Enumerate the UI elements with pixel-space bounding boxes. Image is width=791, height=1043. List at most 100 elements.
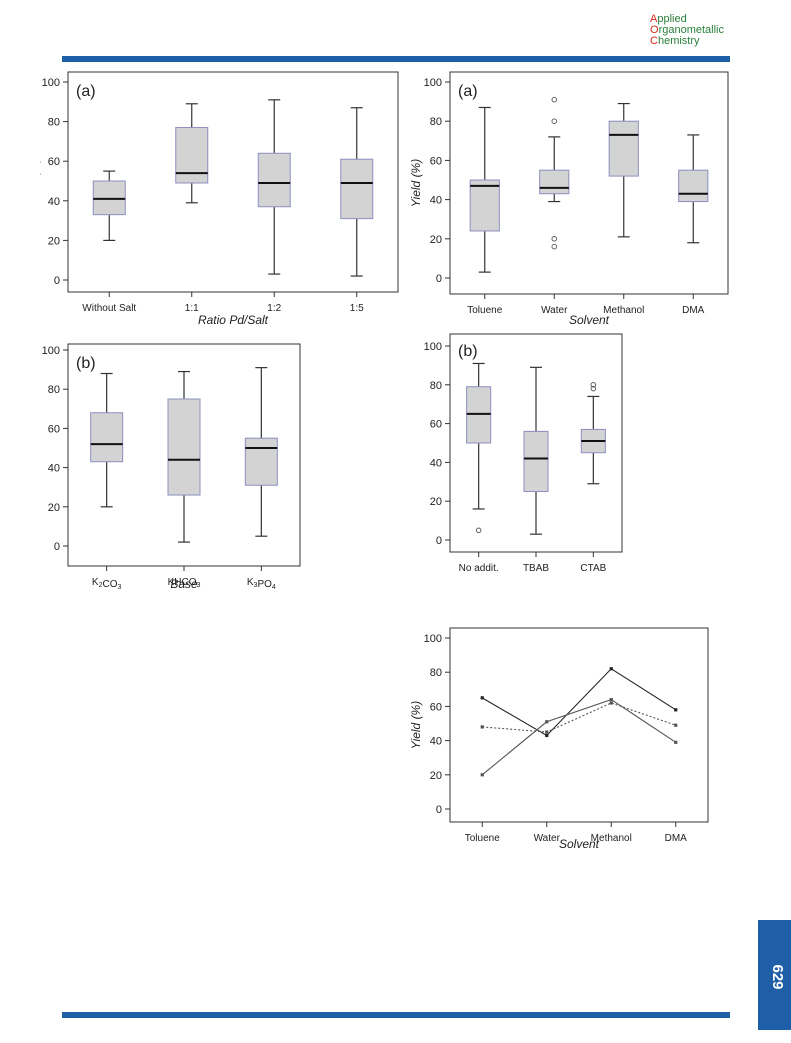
box-iqr: [167, 398, 201, 496]
page-number-tab: [758, 920, 791, 1030]
series-point: [480, 773, 484, 777]
chart-solvent-boxplot: 0 20 40 60 80 100 Yield (%) (a) Toluene Water Meth…: [409, 71, 729, 327]
y-tick-label: 0: [436, 535, 442, 547]
plot-frame: [449, 71, 729, 295]
x-axis-label: Base: [170, 577, 198, 591]
series-point: [609, 667, 613, 671]
x-tick-label: Toluene: [465, 833, 500, 844]
y-tick-label: 60: [430, 701, 442, 713]
box-1: [523, 366, 549, 535]
journal-logo: Applied Organometallic Chemistry: [650, 13, 724, 47]
x-tick-label: 1:5: [350, 303, 364, 314]
y-tick-label: 0: [436, 804, 442, 816]
series-point: [674, 708, 678, 712]
box-1: [175, 103, 209, 204]
x-tick-label: DMA: [665, 833, 688, 844]
y-axis-label: Yield (%): [409, 159, 423, 207]
y-tick-label: 40: [430, 457, 442, 469]
x-axis-label: Solvent: [559, 837, 600, 851]
y-tick-label: 20: [48, 502, 60, 514]
series-point: [674, 740, 678, 744]
outlier-point: [551, 96, 557, 103]
box-1: [167, 370, 201, 543]
panel-label: (a): [76, 83, 96, 100]
x-tick-label: Methanol: [603, 305, 644, 316]
chart-ratio-boxplot: 0 20 40 60 80 100 Yield (%) (a) Without Salt 1:1 1…: [40, 71, 399, 327]
series-line-0: [481, 668, 677, 737]
y-tick-label: 40: [430, 736, 442, 748]
y-tick-label: 60: [430, 155, 442, 167]
box-2: [580, 382, 606, 485]
y-tick-label: 40: [430, 195, 442, 207]
outlier-point: [551, 118, 557, 124]
box-2: [257, 99, 291, 275]
y-tick-label: 100: [424, 341, 442, 353]
x-tick-label: 1:2: [267, 303, 281, 314]
box-2: [244, 367, 278, 537]
box-iqr: [90, 412, 124, 463]
x-axis-label: Ratio Pd/Salt: [198, 313, 269, 327]
x-tick-label: TBAB: [523, 563, 549, 574]
series-point: [480, 725, 484, 729]
chart-additive-boxplot: 0 20 40 60 80 100 (b) No addit. TBAB CTAB: [424, 333, 623, 574]
box-iqr: [257, 152, 291, 208]
box-1: [539, 96, 570, 250]
box-0: [92, 170, 126, 241]
box-iqr: [523, 430, 549, 492]
x-tick-label: KHCO3: [168, 577, 201, 589]
x-tick-label: DMA: [682, 305, 705, 316]
box-0: [466, 362, 492, 534]
box-3: [340, 107, 374, 277]
series-point: [609, 697, 613, 702]
y-tick-label: 20: [430, 770, 442, 782]
box-iqr: [175, 127, 209, 184]
box-0: [90, 372, 124, 508]
footer-rule: [62, 1012, 730, 1018]
series-line-1: [481, 698, 677, 776]
y-tick-label: 60: [430, 419, 442, 431]
outlier-point: [590, 382, 597, 388]
y-tick-label: 80: [430, 667, 442, 679]
y-tick-label: 80: [430, 380, 442, 392]
series-point: [674, 723, 678, 727]
y-tick-label: 60: [48, 156, 60, 168]
plot-frame: [449, 627, 709, 823]
x-tick-label: 1:1: [185, 303, 199, 314]
series-point: [545, 720, 549, 724]
y-axis-label: Yield (%): [40, 158, 41, 206]
y-tick-label: 0: [54, 275, 60, 287]
x-tick-label: CTAB: [580, 563, 606, 574]
outlier-point: [475, 527, 482, 534]
series-point: [545, 730, 549, 734]
y-tick-label: 100: [424, 633, 442, 645]
header-rule: [62, 56, 730, 62]
panel-label: (b): [458, 343, 478, 360]
y-tick-label: 80: [48, 117, 60, 129]
x-tick-label: Water: [541, 305, 568, 316]
page-number: 629: [769, 964, 786, 990]
y-axis-label: Yield (%): [409, 701, 423, 749]
x-tick-label: Water: [534, 833, 561, 844]
y-tick-label: 0: [54, 541, 60, 553]
y-tick-label: 100: [42, 77, 60, 89]
series-point: [545, 733, 549, 738]
chart-interaction-line: 0 20 40 60 80 100 Yield (%) Toluene Water Methano…: [409, 627, 709, 851]
outlier-point: [551, 236, 557, 242]
outlier-point: [551, 243, 557, 250]
panel-label: (a): [458, 83, 478, 100]
x-tick-label: Without Salt: [82, 303, 136, 314]
y-tick-label: 100: [424, 77, 442, 89]
y-tick-label: 40: [48, 196, 60, 208]
x-tick-label: K2CO3: [92, 577, 122, 591]
y-tick-label: 100: [42, 345, 60, 357]
box-iqr: [340, 158, 374, 220]
box-3: [678, 134, 709, 244]
y-tick-label: 80: [48, 384, 60, 396]
y-tick-label: 60: [48, 423, 60, 435]
y-tick-label: 40: [48, 463, 60, 475]
x-tick-label: No addit.: [459, 563, 499, 574]
panel-label: (b): [76, 355, 96, 372]
box-iqr: [244, 437, 278, 486]
box-0: [469, 106, 500, 273]
box-iqr: [608, 120, 639, 177]
